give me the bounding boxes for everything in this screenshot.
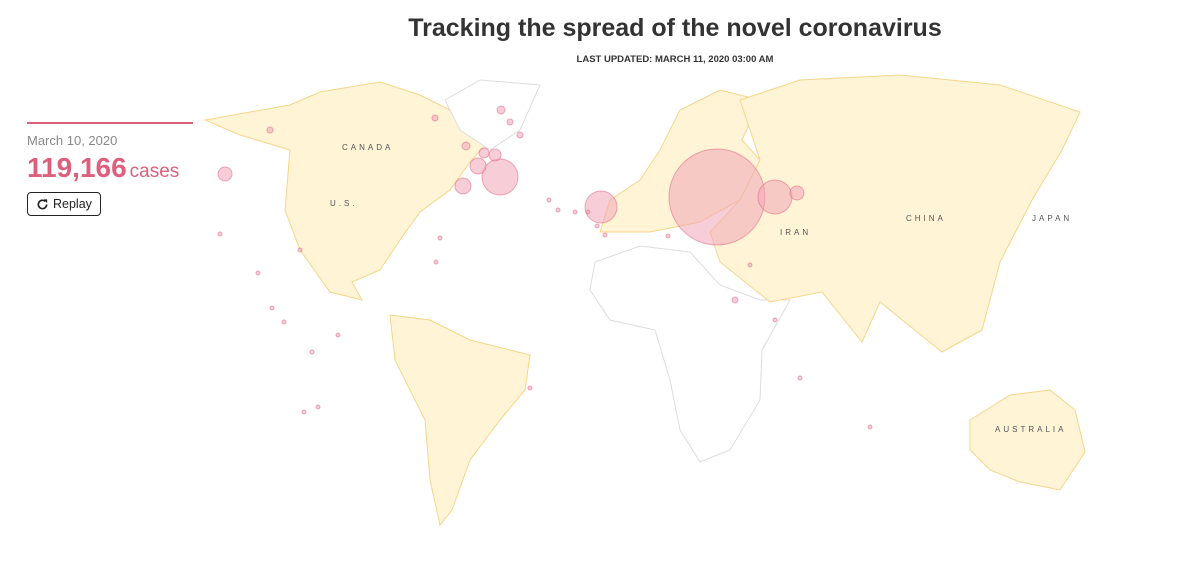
case-bubble[interactable]: [437, 235, 443, 241]
case-bubble[interactable]: [546, 197, 552, 203]
case-bubble[interactable]: [496, 105, 506, 115]
case-bubble[interactable]: [461, 141, 471, 151]
case-bubble[interactable]: [217, 231, 223, 237]
case-bubble[interactable]: [217, 166, 233, 182]
case-bubble[interactable]: [555, 207, 561, 213]
label-canada: CANADA: [342, 143, 393, 152]
replay-icon: [37, 198, 48, 209]
label-china: CHINA: [906, 214, 946, 223]
case-bubble[interactable]: [255, 270, 261, 276]
summary-panel: March 10, 2020 119,166 cases Replay: [27, 122, 193, 216]
current-date: March 10, 2020: [27, 133, 118, 148]
land-greenland: [444, 79, 541, 151]
case-number: 119,166: [27, 152, 127, 183]
case-bubble[interactable]: [281, 319, 287, 325]
case-bubble[interactable]: [433, 259, 439, 265]
case-bubble[interactable]: [488, 148, 502, 162]
case-bubble[interactable]: [335, 332, 341, 338]
replay-label: Replay: [53, 197, 92, 211]
case-count: 119,166 cases: [27, 152, 193, 184]
case-bubble[interactable]: [731, 296, 739, 304]
case-bubble[interactable]: [297, 247, 303, 253]
case-bubble[interactable]: [516, 131, 524, 139]
label-japan: JAPAN: [1032, 214, 1072, 223]
land-south-america: [389, 314, 531, 527]
case-bubble[interactable]: [789, 185, 805, 201]
case-bubble[interactable]: [797, 375, 803, 381]
label-iran: IRAN: [780, 228, 811, 237]
accent-rule: [27, 122, 193, 124]
case-bubble[interactable]: [481, 158, 519, 196]
case-bubble[interactable]: [772, 317, 778, 323]
case-bubble[interactable]: [301, 409, 307, 415]
case-bubble[interactable]: [757, 179, 793, 215]
case-bubble[interactable]: [584, 190, 618, 224]
case-bubble[interactable]: [867, 424, 873, 430]
land-north-america: [203, 81, 491, 301]
case-bubble[interactable]: [665, 233, 671, 239]
page-title: Tracking the spread of the novel coronav…: [408, 14, 942, 42]
case-bubble[interactable]: [585, 209, 591, 215]
case-unit: cases: [129, 161, 180, 182]
label-australia: AUSTRALIA: [995, 425, 1066, 434]
land-australia: [969, 389, 1086, 491]
case-bubble[interactable]: [602, 232, 608, 238]
case-bubble[interactable]: [572, 209, 578, 215]
replay-button[interactable]: Replay: [27, 192, 101, 216]
case-bubble[interactable]: [454, 177, 472, 195]
case-bubble[interactable]: [431, 114, 439, 122]
case-bubble[interactable]: [269, 305, 275, 311]
case-bubble[interactable]: [668, 148, 766, 246]
land-africa: [589, 245, 791, 463]
last-updated: LAST UPDATED: MARCH 11, 2020 03:00 AM: [576, 54, 774, 65]
case-bubble[interactable]: [478, 147, 490, 159]
case-bubble[interactable]: [469, 157, 487, 175]
case-bubble[interactable]: [315, 404, 321, 410]
case-bubble[interactable]: [747, 262, 753, 268]
case-bubble[interactable]: [527, 385, 533, 391]
case-bubble[interactable]: [266, 126, 274, 134]
case-bubble[interactable]: [309, 349, 315, 355]
label-us: U.S.: [330, 199, 358, 208]
case-bubble[interactable]: [506, 118, 514, 126]
case-bubble[interactable]: [594, 223, 600, 229]
